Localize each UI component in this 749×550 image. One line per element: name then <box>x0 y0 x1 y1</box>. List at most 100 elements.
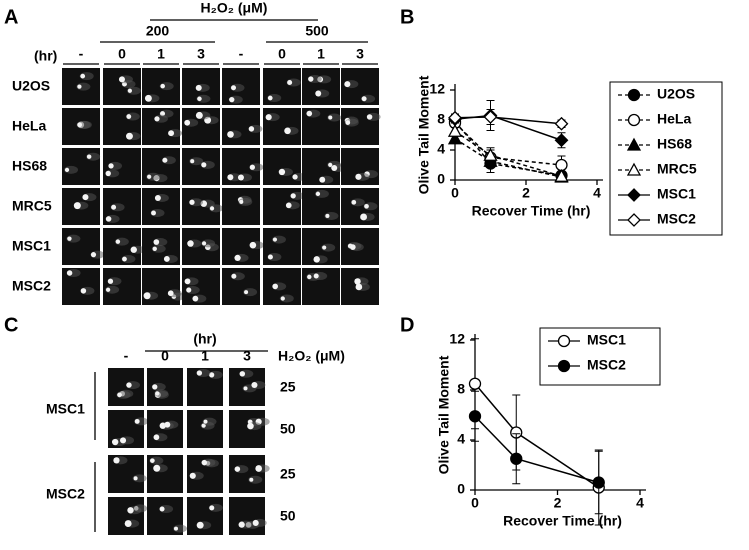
comet-head <box>195 84 202 91</box>
dose-label: 50 <box>280 421 296 437</box>
comet-head <box>355 173 362 180</box>
comet-head <box>354 278 361 285</box>
treatment-label: H₂O₂ (μM) <box>278 348 345 364</box>
y-axis-title: Olive Tail Moment <box>436 355 452 474</box>
comet-head <box>290 193 296 199</box>
comet-head <box>66 270 73 276</box>
marker <box>468 377 482 390</box>
comet-head <box>287 79 293 86</box>
comet-head <box>111 438 119 446</box>
comet-head <box>234 466 241 472</box>
comet-head <box>306 110 313 117</box>
column-label: 0 <box>278 46 286 62</box>
comet-head <box>105 216 112 222</box>
comet-head <box>187 240 194 247</box>
micrograph <box>263 228 301 265</box>
comet-head <box>272 237 278 242</box>
comet-head <box>150 458 155 463</box>
comet-head <box>130 246 137 253</box>
micrograph <box>103 68 141 105</box>
comet-tail <box>238 197 253 206</box>
legend-box <box>539 327 661 386</box>
marker <box>627 188 641 202</box>
comet-head <box>209 206 215 211</box>
comet-head <box>322 245 327 250</box>
comet-head <box>86 154 92 159</box>
comet-head <box>153 239 160 245</box>
comet-head <box>239 199 244 204</box>
comet-head <box>351 199 357 205</box>
micrograph <box>302 68 340 105</box>
row-label: HeLa <box>12 118 46 134</box>
x-tick-label: 4 <box>636 495 644 511</box>
micrograph <box>62 228 100 265</box>
comet-head <box>163 256 170 262</box>
x-tick-label: 0 <box>451 185 459 201</box>
comet-head <box>122 256 127 262</box>
column-label: 0 <box>118 46 126 62</box>
legend-label: MSC1 <box>657 186 696 202</box>
column-label: 1 <box>157 46 165 62</box>
micrograph <box>142 188 180 225</box>
dose-label: 25 <box>280 379 296 395</box>
legend-label: HeLa <box>657 111 691 127</box>
comet-head <box>278 168 286 176</box>
row-label: MSC2 <box>46 486 85 502</box>
comet-head <box>255 465 263 472</box>
comet-head <box>361 96 367 102</box>
y-tick-label: 0 <box>437 171 445 187</box>
comet-tail <box>202 417 217 426</box>
dose-label: 500 <box>305 23 329 39</box>
panel-label: D <box>400 314 414 336</box>
comet-head <box>229 96 235 103</box>
comet-head <box>328 115 333 120</box>
comet-head <box>231 85 237 91</box>
comet-head <box>168 130 175 137</box>
comet-head <box>143 292 151 300</box>
marker <box>483 147 498 161</box>
marker <box>555 158 568 172</box>
comet-head <box>272 283 278 290</box>
legend-label: MSC1 <box>587 332 626 348</box>
comet-head <box>126 132 133 140</box>
comet-head <box>313 256 320 263</box>
comet-head <box>152 246 157 252</box>
comet-head <box>267 254 273 260</box>
comet-head <box>192 295 199 302</box>
comet-tail <box>132 474 147 483</box>
comet-head <box>201 241 207 246</box>
micrograph <box>222 188 260 225</box>
comet-head <box>201 162 207 168</box>
marker <box>554 133 569 148</box>
marker <box>447 123 463 137</box>
comet-head <box>227 174 234 181</box>
legend-label: U2OS <box>657 86 695 102</box>
comet-head <box>237 174 244 181</box>
column-label: 1 <box>201 348 209 364</box>
micrograph <box>229 497 265 535</box>
comet-head <box>127 88 132 93</box>
y-tick-label: 8 <box>437 111 445 127</box>
comet-head <box>152 384 158 390</box>
micrograph <box>187 497 223 535</box>
comet-head <box>197 96 202 102</box>
comet-head <box>80 73 86 79</box>
comet-head <box>349 244 356 250</box>
x-tick-label: 4 <box>593 185 601 201</box>
comet-head <box>126 382 132 388</box>
comet-head <box>184 278 191 285</box>
row-label: MSC1 <box>12 238 51 254</box>
row-label: MSC1 <box>46 401 85 417</box>
column-label: - <box>239 46 244 62</box>
comet-head <box>231 273 237 279</box>
comet-head <box>315 90 322 97</box>
comet-head <box>344 81 351 88</box>
comet-tail <box>324 211 339 220</box>
series-line <box>454 121 562 177</box>
comet-head <box>265 114 272 121</box>
comet-head <box>151 210 156 216</box>
time-label: (hr) <box>193 331 216 347</box>
row-label: MSC2 <box>12 278 51 294</box>
column-label: 3 <box>243 348 251 364</box>
